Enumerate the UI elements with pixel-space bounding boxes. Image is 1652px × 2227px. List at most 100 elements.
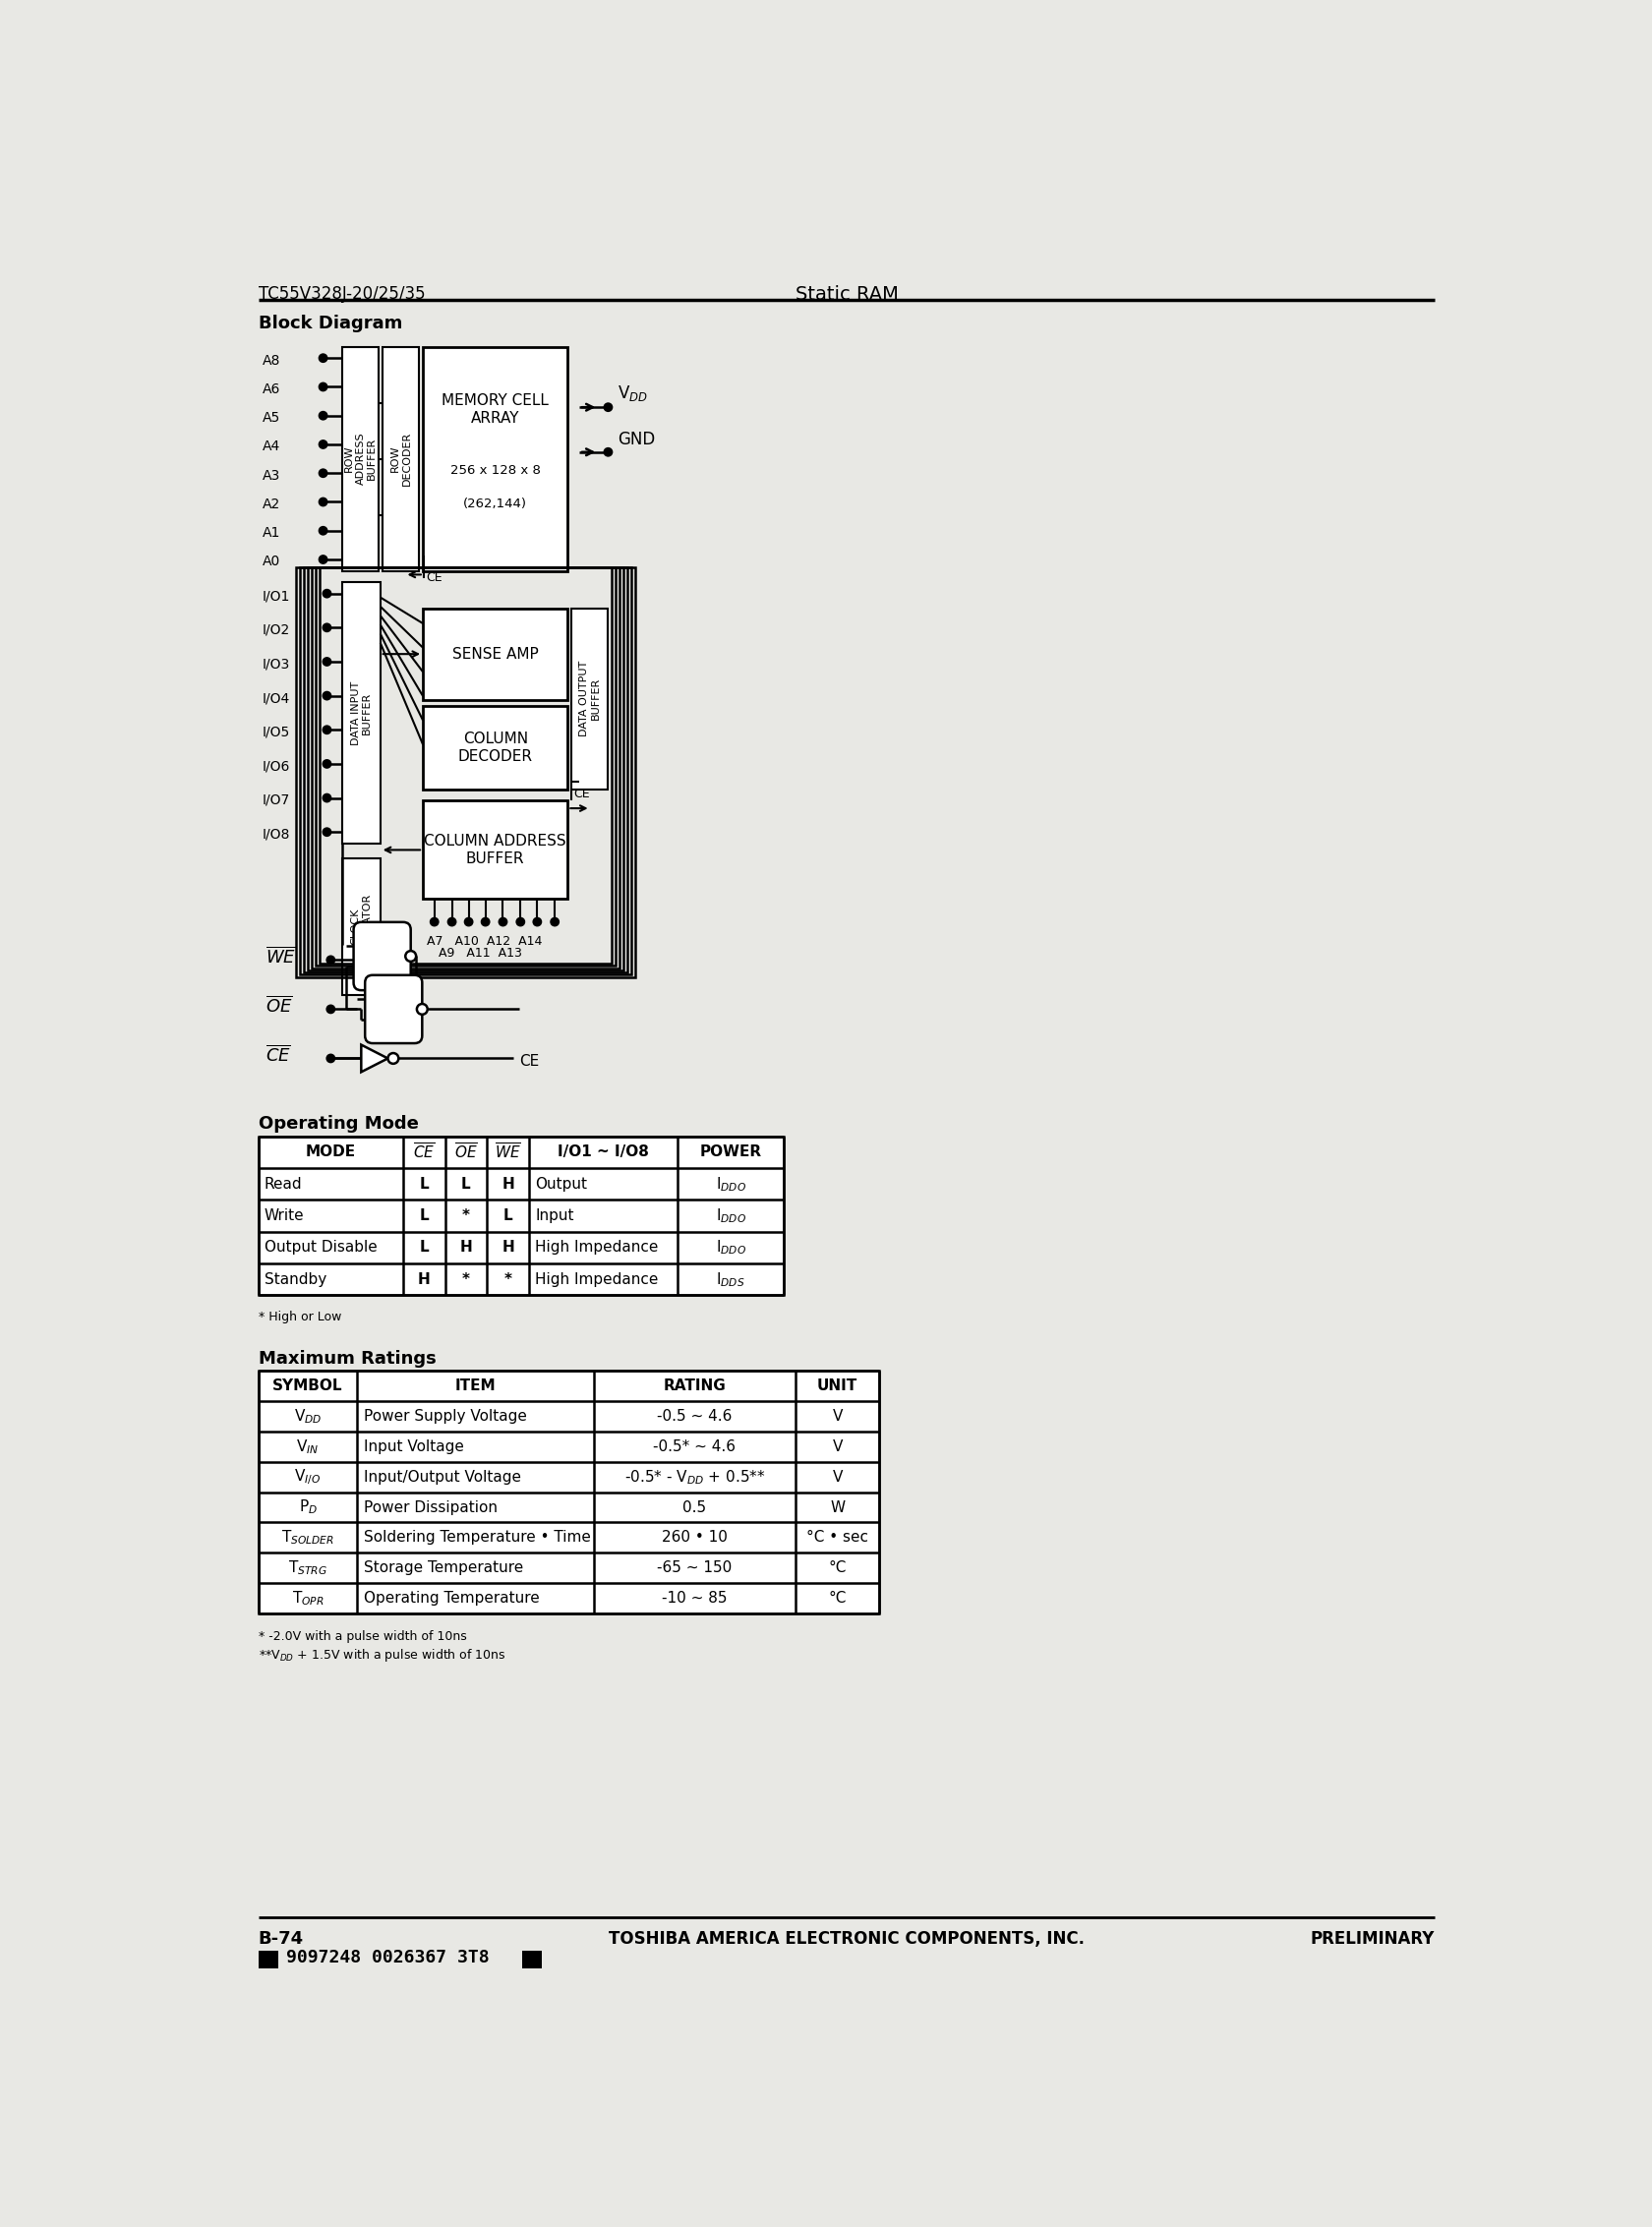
Text: Write: Write [264,1209,304,1223]
Text: I/O3: I/O3 [263,657,289,670]
Circle shape [405,951,416,962]
Text: V: V [833,1470,843,1485]
Circle shape [319,499,327,506]
Text: I$_{DDO}$: I$_{DDO}$ [715,1176,747,1194]
Text: High Impedance: High Impedance [535,1240,657,1256]
Text: $\overline{WE}$: $\overline{WE}$ [266,946,297,967]
Text: I/O2: I/O2 [263,624,289,637]
Text: *: * [463,1272,469,1287]
Text: Output Disable: Output Disable [264,1240,377,1256]
Bar [423,706,568,788]
Bar [258,1951,278,1969]
Text: A2: A2 [263,497,281,512]
Bar [572,608,608,788]
Bar [258,1372,879,1612]
Bar [423,347,568,570]
Text: V$_{IN}$: V$_{IN}$ [296,1439,319,1456]
Text: TOSHIBA AMERICA ELECTRONIC COMPONENTS, INC.: TOSHIBA AMERICA ELECTRONIC COMPONENTS, I… [608,1931,1085,1949]
Text: I$_{DDO}$: I$_{DDO}$ [715,1238,747,1256]
Bar [383,347,420,570]
Text: L: L [420,1209,430,1223]
Text: A9   A11  A13: A9 A11 A13 [438,946,522,960]
Circle shape [327,1056,334,1062]
Circle shape [517,918,524,926]
Bar [423,802,568,900]
FancyBboxPatch shape [365,975,423,1042]
Text: CLOCK
GENERATOR: CLOCK GENERATOR [350,893,372,960]
Text: H: H [502,1176,514,1191]
Text: Standby: Standby [264,1272,327,1287]
Bar [304,568,628,973]
Text: MEMORY CELL
ARRAY: MEMORY CELL ARRAY [441,394,548,425]
Text: W: W [829,1501,844,1514]
Text: B-74: B-74 [258,1931,304,1949]
Circle shape [319,557,327,563]
Text: I$_{DDS}$: I$_{DDS}$ [717,1269,745,1289]
Circle shape [324,726,330,733]
Text: Power Dissipation: Power Dissipation [363,1501,497,1514]
Text: V$_{DD}$: V$_{DD}$ [294,1407,322,1425]
Text: Output: Output [535,1176,586,1191]
Text: 0.5: 0.5 [682,1501,707,1514]
Text: A7   A10  A12  A14: A7 A10 A12 A14 [426,935,542,946]
Text: (262,144): (262,144) [463,497,527,510]
Bar [258,1136,785,1296]
Text: UNIT: UNIT [818,1379,857,1394]
Text: High Impedance: High Impedance [535,1272,657,1287]
Circle shape [319,383,327,390]
FancyBboxPatch shape [354,922,411,991]
Circle shape [327,1004,334,1013]
Text: -0.5* - V$_{DD}$ + 0.5**: -0.5* - V$_{DD}$ + 0.5** [624,1468,765,1485]
Circle shape [324,657,330,666]
Text: I/O8: I/O8 [263,828,291,842]
Text: °C: °C [828,1590,846,1606]
Text: GND: GND [618,430,654,448]
Text: Read: Read [264,1176,302,1191]
Text: * -2.0V with a pulse width of 10ns: * -2.0V with a pulse width of 10ns [258,1630,466,1644]
Text: °C: °C [828,1561,846,1574]
Text: COLUMN ADDRESS
BUFFER: COLUMN ADDRESS BUFFER [425,833,567,866]
Text: I/O6: I/O6 [263,759,291,773]
Text: SYMBOL: SYMBOL [273,1379,344,1394]
Text: I/O1: I/O1 [263,588,291,604]
Text: Input/Output Voltage: Input/Output Voltage [363,1470,520,1485]
Text: A5: A5 [263,412,281,425]
Bar [319,568,611,964]
Circle shape [416,1004,428,1016]
Text: SENSE AMP: SENSE AMP [453,646,539,661]
Text: PRELIMINARY: PRELIMINARY [1310,1931,1436,1949]
Text: Operating Mode: Operating Mode [258,1116,418,1134]
Text: A8: A8 [263,354,281,367]
Text: Operating Temperature: Operating Temperature [363,1590,539,1606]
Text: V$_{I/O}$: V$_{I/O}$ [294,1468,320,1488]
Text: H: H [418,1272,430,1287]
Bar [342,347,378,570]
Circle shape [319,412,327,419]
Text: -0.5* ~ 4.6: -0.5* ~ 4.6 [653,1439,735,1454]
Text: TC55V328J-20/25/35: TC55V328J-20/25/35 [258,285,425,303]
Text: MODE: MODE [306,1145,355,1160]
Bar [423,608,568,699]
Polygon shape [362,1044,388,1071]
Circle shape [324,795,330,802]
Text: CE: CE [426,570,443,583]
Text: **V$_{DD}$ + 1.5V with a pulse width of 10ns: **V$_{DD}$ + 1.5V with a pulse width of … [258,1646,506,1664]
Bar [522,1951,542,1969]
Text: DATA OUTPUT
BUFFER: DATA OUTPUT BUFFER [580,661,600,737]
Text: V$_{DD}$: V$_{DD}$ [618,383,648,403]
Text: COLUMN
DECODER: COLUMN DECODER [458,733,532,764]
Text: Input: Input [535,1209,573,1223]
Text: ROW
ADDRESS
BUFFER: ROW ADDRESS BUFFER [344,432,377,485]
Text: CE: CE [519,1053,539,1069]
Text: $\overline{OE}$: $\overline{OE}$ [454,1142,477,1162]
Text: $\overline{WE}$: $\overline{WE}$ [494,1142,520,1162]
Text: L: L [420,1240,430,1256]
Text: L: L [504,1209,512,1223]
Text: H: H [459,1240,472,1256]
Text: A3: A3 [263,468,281,483]
Text: I/O4: I/O4 [263,690,289,706]
Circle shape [324,759,330,768]
Circle shape [534,918,542,926]
Text: Block Diagram: Block Diagram [258,314,401,332]
Text: V: V [833,1410,843,1423]
